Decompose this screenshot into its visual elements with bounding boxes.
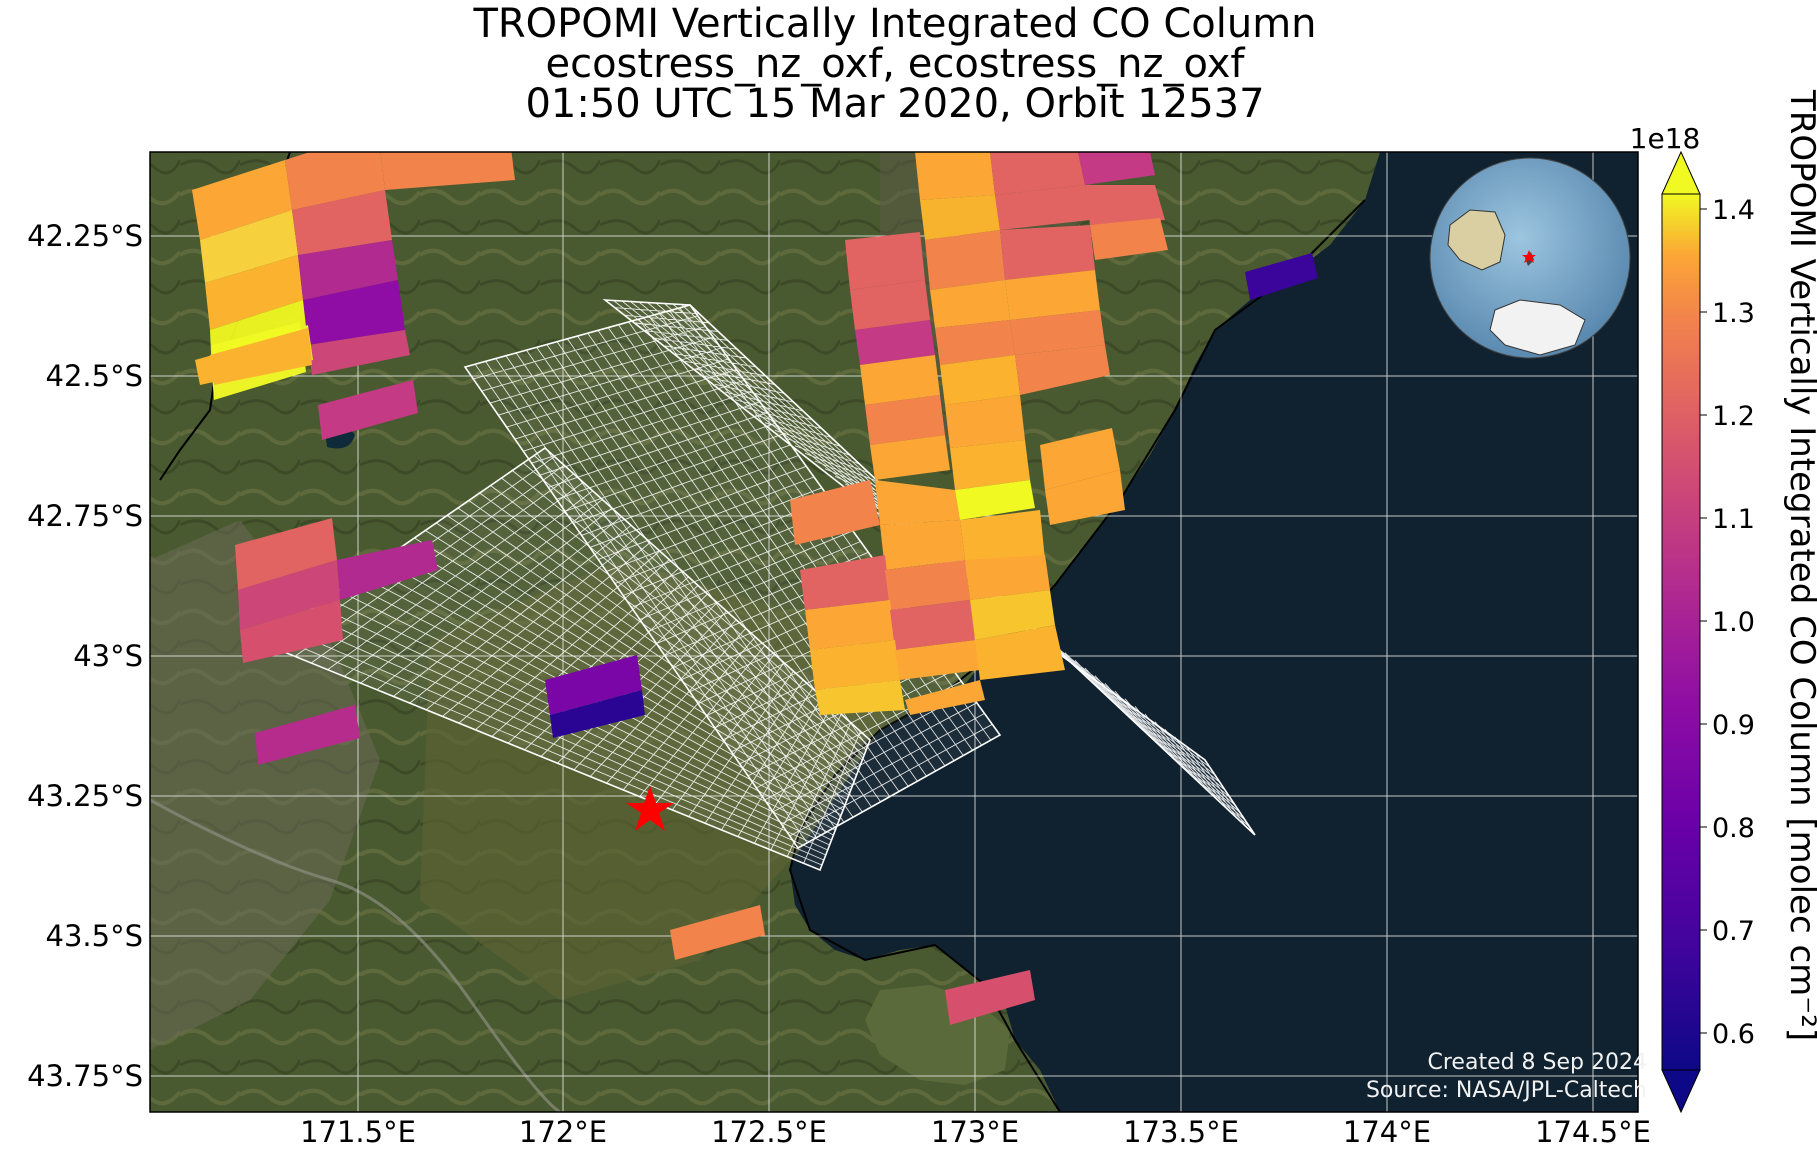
lat-tick: 42.75°S (27, 499, 143, 533)
colorbar: 1e18 0.6 0.7 0.8 0.9 1.0 1.1 1.2 1.3 1.4 (1630, 122, 1755, 1114)
basemap (150, 152, 1638, 1112)
cb-tick: 1.0 (1712, 607, 1755, 638)
source-credit: Source: NASA/JPL-Caltech (1365, 1078, 1647, 1103)
graticule (150, 152, 1638, 1112)
globe-site-star-icon (1522, 250, 1536, 263)
lat-tick: 43.25°S (27, 779, 143, 813)
colorbar-ticks: 0.6 0.7 0.8 0.9 1.0 1.1 1.2 1.3 1.4 (1700, 195, 1755, 1050)
map-frame (149, 151, 1639, 1113)
cb-tick: 0.7 (1712, 916, 1755, 947)
colorbar-lower-extend (1661, 1069, 1701, 1114)
colorbar-label: TROPOMI Vertically Integrated CO Column … (1782, 90, 1817, 1042)
lon-tick: 173.5°E (1123, 1115, 1239, 1149)
site-star-icon (626, 786, 674, 831)
colorbar-bar (1661, 193, 1701, 1071)
lon-tick: 171.5°E (300, 1115, 416, 1149)
map-title-line1: TROPOMI Vertically Integrated CO Column (473, 1, 1317, 47)
river (150, 798, 561, 1112)
east-coastline (788, 199, 1366, 1112)
colorbar-multiplier: 1e18 (1630, 122, 1701, 155)
colorbar-upper-extend (1661, 150, 1701, 195)
cb-tick: 1.3 (1712, 298, 1755, 329)
lat-tick: 43.5°S (46, 919, 143, 953)
cb-tick: 0.8 (1712, 813, 1755, 844)
longitude-ticks: 171.5°E 172°E 172.5°E 173°E 173.5°E 174°… (300, 1115, 1651, 1149)
lat-tick: 43.75°S (27, 1059, 143, 1093)
lon-tick: 174.5°E (1535, 1115, 1651, 1149)
cb-tick: 0.9 (1712, 710, 1755, 741)
australia-landmass (1447, 209, 1506, 271)
lon-tick: 173°E (931, 1115, 1019, 1149)
lon-tick: 172°E (519, 1115, 607, 1149)
created-credit: Created 8 Sep 2024 (1427, 1050, 1648, 1075)
map-title-line2: ecostress_nz_oxf, ecostress_nz_oxf (545, 41, 1245, 87)
lon-tick: 174°E (1343, 1115, 1431, 1149)
cb-tick: 0.6 (1712, 1019, 1755, 1050)
lat-tick: 43°S (73, 639, 143, 673)
lon-tick: 172.5°E (711, 1115, 827, 1149)
lat-tick: 42.25°S (27, 219, 143, 253)
map-title-line3: 01:50 UTC 15 Mar 2020, Orbit 12537 (525, 81, 1265, 127)
cb-tick: 1.2 (1712, 401, 1755, 432)
mountain-shade (150, 520, 380, 1050)
lat-tick: 42.5°S (46, 359, 143, 393)
cb-tick: 1.4 (1712, 195, 1755, 226)
cb-tick: 1.1 (1712, 504, 1755, 535)
latitude-ticks: 42.25°S 42.5°S 42.75°S 43°S 43.25°S 43.5… (27, 219, 143, 1093)
globe-inset (1429, 157, 1631, 359)
antarctica-landmass (1489, 299, 1586, 356)
tropomi-pixels (192, 152, 1318, 1025)
